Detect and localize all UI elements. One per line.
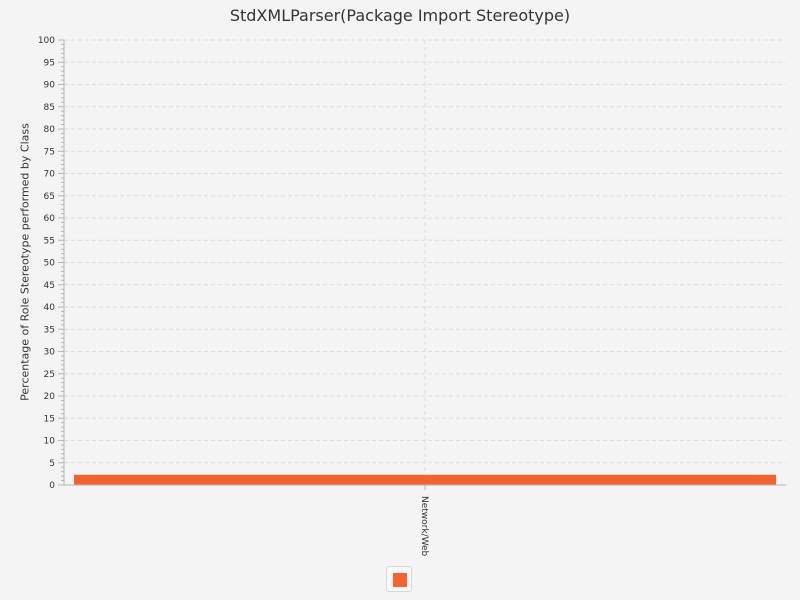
legend-swatch: [393, 573, 407, 587]
y-tick-label: 30: [44, 348, 56, 358]
y-tick-label: 40: [44, 303, 56, 313]
y-tick-label: 20: [44, 392, 56, 402]
y-tick-label: 75: [44, 147, 55, 157]
y-tick-label: 95: [44, 58, 55, 68]
y-tick-label: 100: [38, 36, 55, 46]
y-tick-label: 65: [44, 192, 55, 202]
y-tick-label: 35: [44, 325, 55, 335]
y-tick-label: 10: [44, 437, 56, 447]
y-tick-label: 50: [44, 259, 56, 269]
y-tick-label: 55: [44, 236, 55, 246]
bar: [74, 474, 776, 485]
chart-title: StdXMLParser(Package Import Stereotype): [229, 6, 571, 25]
y-tick-label: 45: [44, 281, 55, 291]
legend[interactable]: [386, 566, 412, 592]
y-tick-label: 60: [44, 214, 56, 224]
y-tick-label: 25: [44, 370, 55, 380]
y-tick-label: 0: [49, 481, 55, 491]
y-tick-label: 15: [44, 414, 55, 424]
y-tick-label: 5: [49, 459, 55, 469]
y-tick-label: 85: [44, 103, 55, 113]
y-tick-label: 90: [44, 81, 56, 91]
x-tick-label: Network/Web: [419, 496, 429, 557]
y-tick-label: 70: [44, 170, 56, 180]
y-tick-label: 80: [44, 125, 56, 135]
